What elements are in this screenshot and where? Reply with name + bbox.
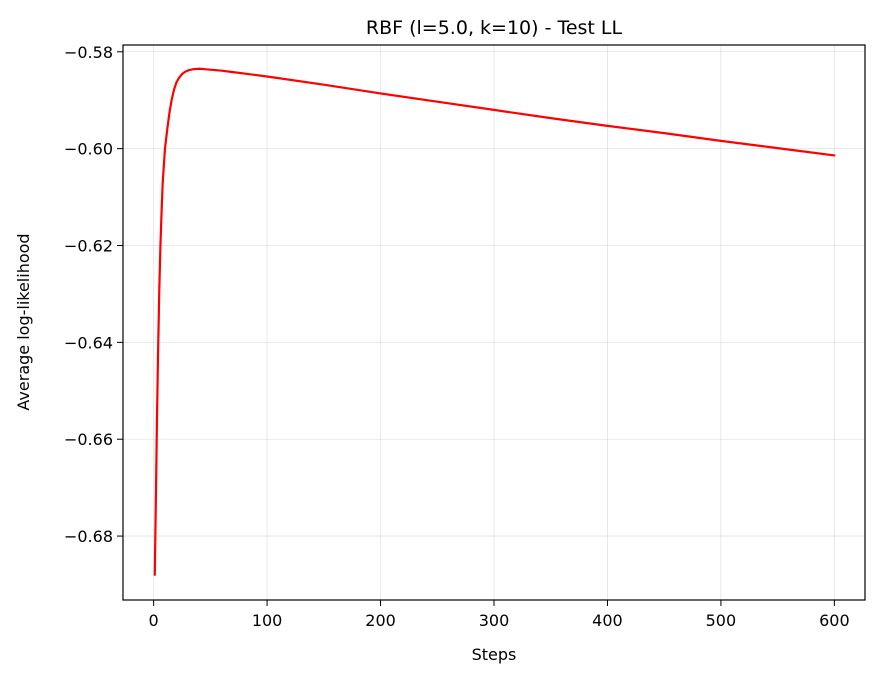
y-axis-label: Average log-likelihood [14,233,33,410]
y-tick-label: −0.66 [64,430,113,449]
x-tick-label: 400 [592,611,623,630]
y-tick-label: −0.68 [64,527,113,546]
chart-title: RBF (l=5.0, k=10) - Test LL [366,17,623,39]
x-tick-label: 200 [365,611,396,630]
y-axis: −0.68 −0.66 −0.64 −0.62 −0.60 −0.58 [64,43,123,546]
y-tick-label: −0.60 [64,140,113,159]
x-tick-label: 500 [706,611,737,630]
y-tick-label: −0.62 [64,236,113,255]
series-layer [153,67,836,576]
x-axis-label: Steps [472,645,517,664]
x-tick-label: 600 [819,611,850,630]
x-tick-label: 100 [252,611,283,630]
series-line [153,67,836,576]
grid-lines [123,45,865,600]
y-tick-label: −0.64 [64,333,113,352]
x-tick-label: 300 [479,611,510,630]
x-tick-label: 0 [149,611,159,630]
x-axis: 0 100 200 300 400 500 600 [149,600,850,630]
y-tick-label: −0.58 [64,43,113,62]
